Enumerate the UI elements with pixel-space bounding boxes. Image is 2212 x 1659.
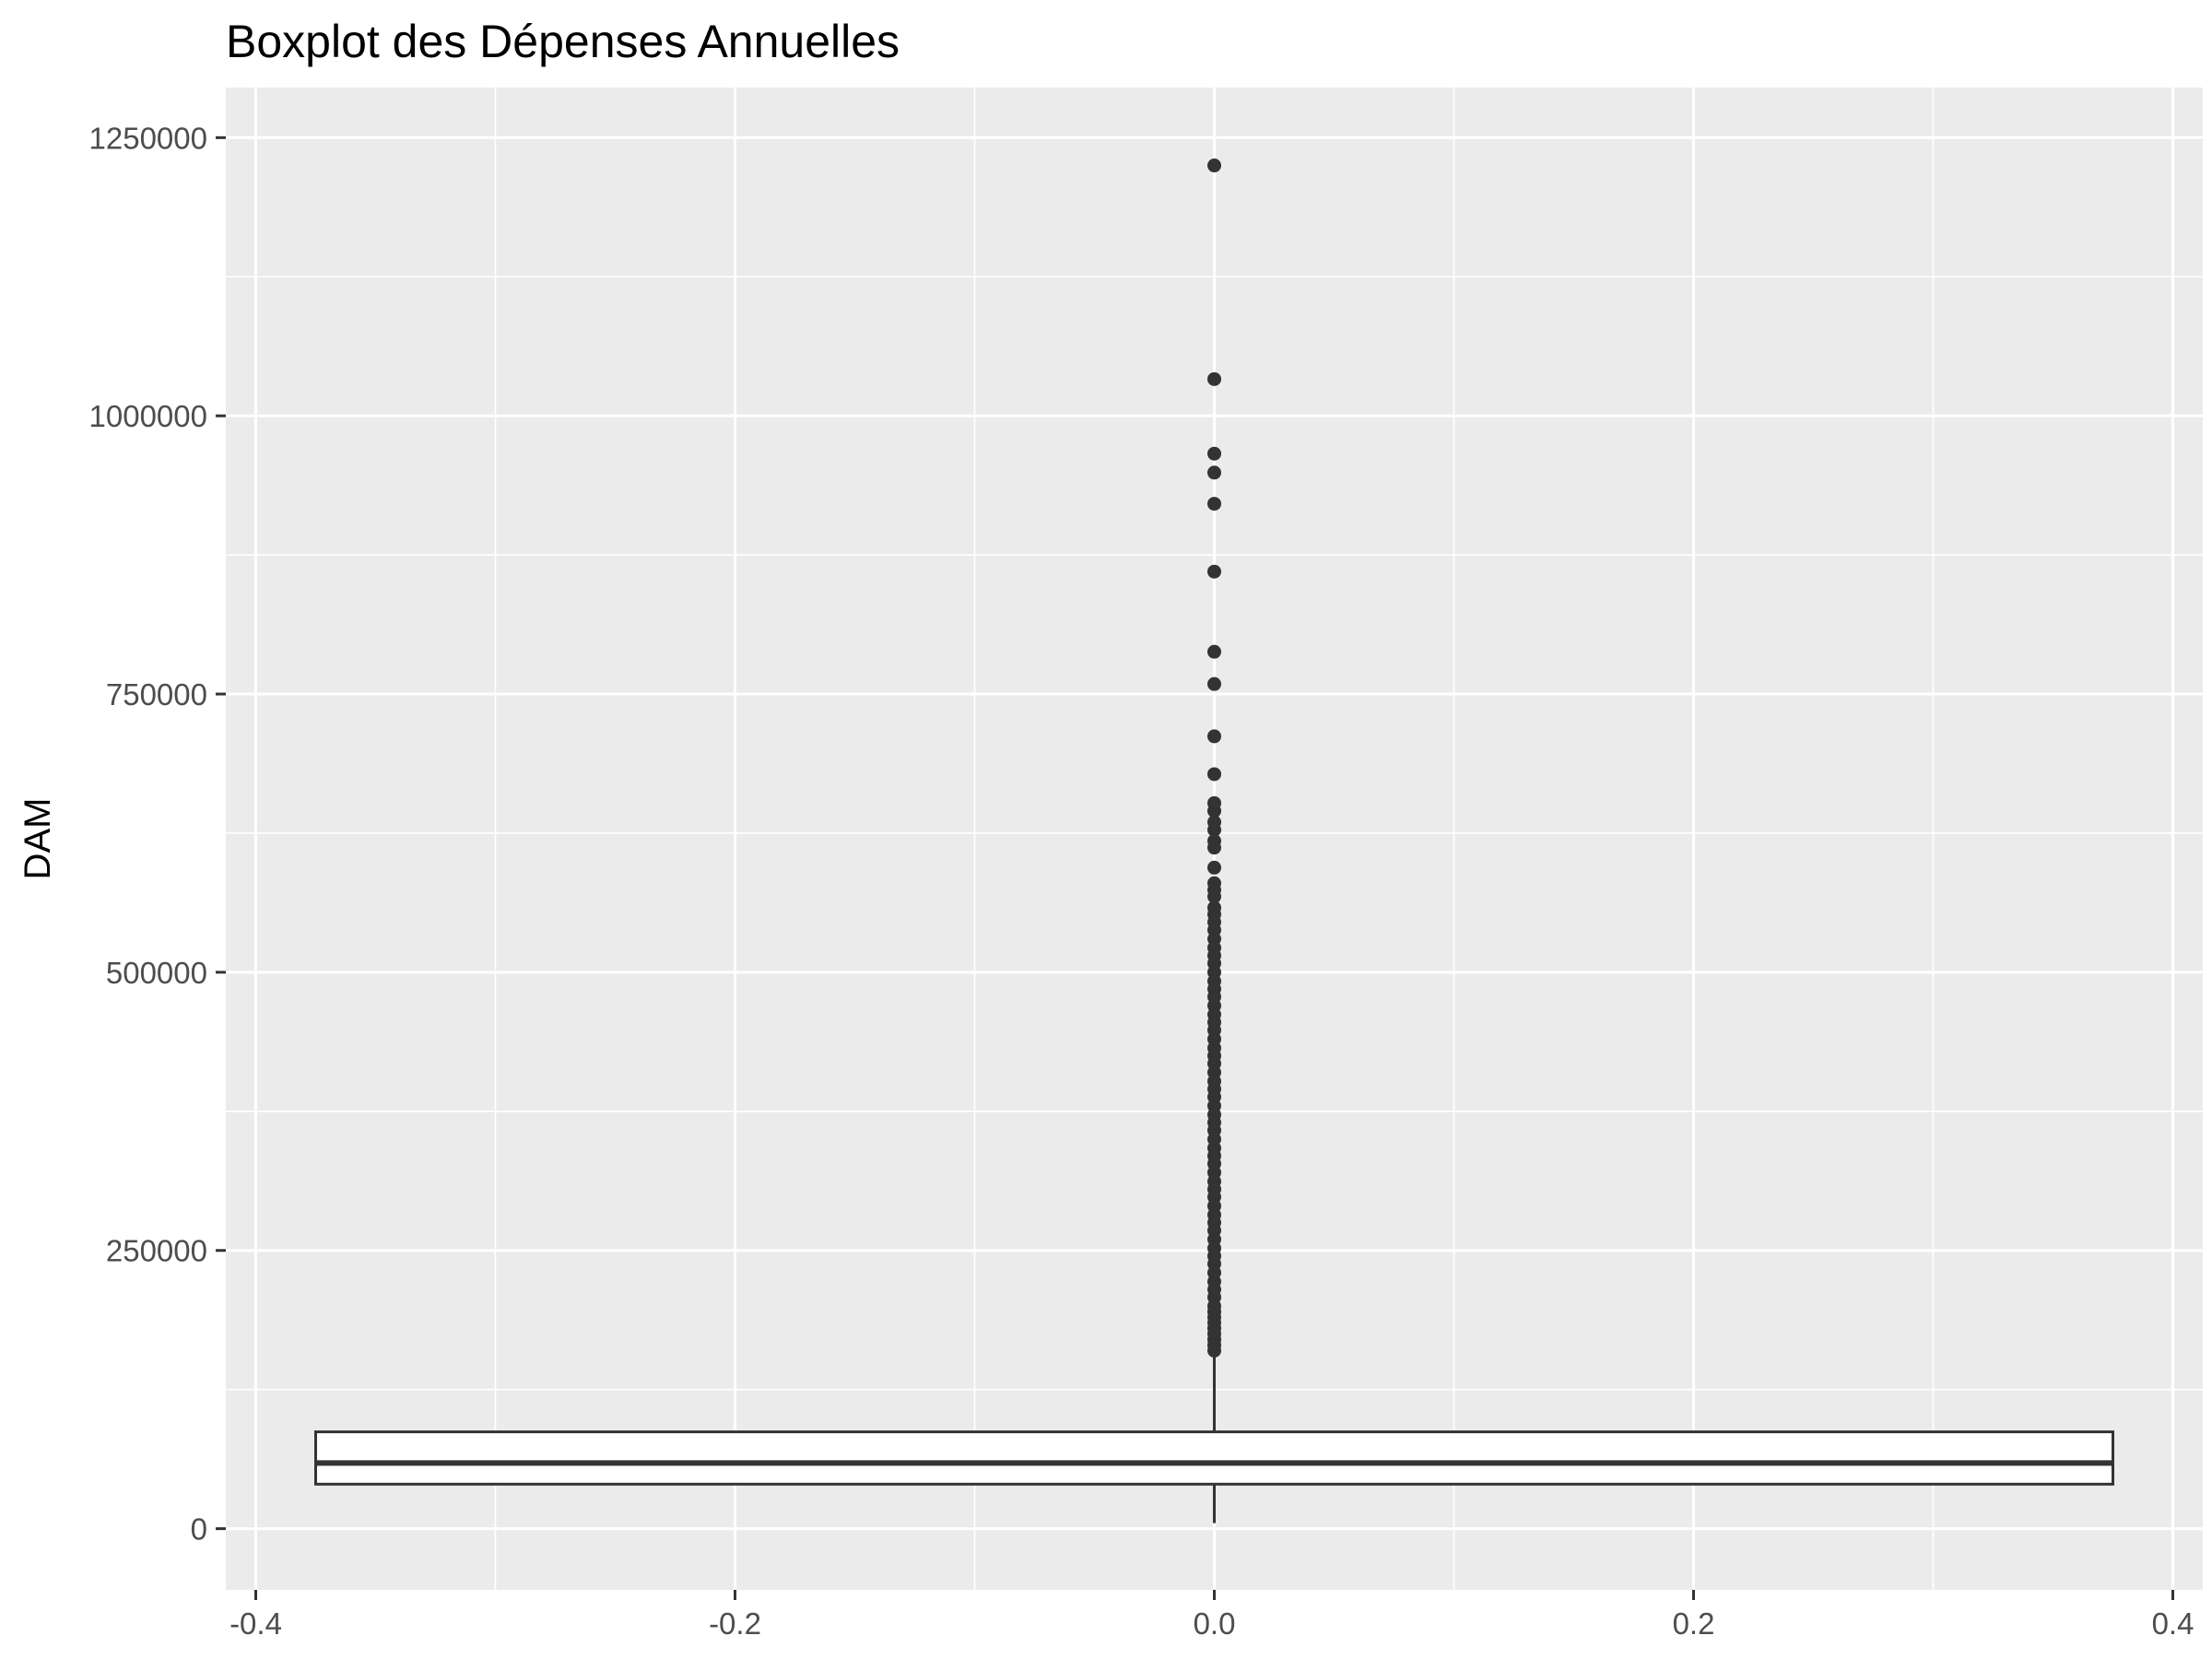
outlier-point [1207,371,1221,386]
outlier-point [1207,465,1221,480]
outlier-layer [1207,159,1221,1358]
outlier-point [1207,767,1221,782]
y-axis-label: DAM [18,798,58,880]
outlier-point [1207,822,1221,837]
box-iqr [314,1430,2114,1486]
x-axis: -0.4 -0.2 0.0 0.2 0.4 [229,1590,2194,1641]
chart-title: Boxplot des Dépenses Annuelles [226,16,900,67]
y-tick-label: 1250000 [89,121,207,155]
box-layer [314,1354,2114,1524]
y-tick-label: 750000 [106,677,207,712]
y-tick-label: 0 [191,1512,207,1547]
outlier-point [1207,889,1221,904]
outlier-point [1207,804,1221,818]
y-tick-label: 1000000 [89,399,207,433]
y-axis: 0 250000 500000 750000 1000000 1250000 [89,121,226,1547]
outlier-point [1207,564,1221,579]
x-tick-label: 0.0 [1194,1606,1236,1641]
outlier-point [1207,159,1221,173]
x-tick-label: -0.4 [229,1606,282,1641]
outlier-point [1207,644,1221,659]
outlier-point [1207,860,1221,875]
outlier-point [1207,497,1221,512]
x-tick-label: 0.4 [2152,1606,2194,1641]
outlier-point [1207,729,1221,744]
x-tick-label: -0.2 [709,1606,761,1641]
y-tick-label: 250000 [106,1234,207,1268]
x-tick-label: 0.2 [1673,1606,1715,1641]
y-tick-label: 500000 [106,956,207,990]
outlier-point [1207,1343,1221,1358]
outlier-point [1207,841,1221,855]
outlier-point [1207,446,1221,461]
outlier-point [1207,677,1221,691]
